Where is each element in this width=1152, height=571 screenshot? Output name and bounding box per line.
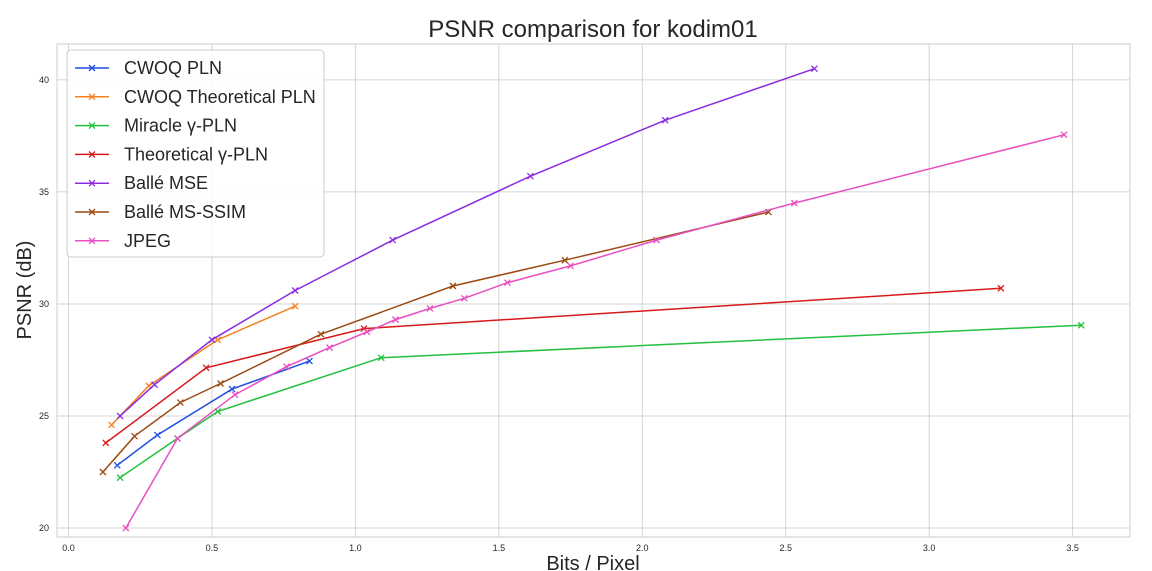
legend-marker: [88, 64, 96, 72]
data-point-jpeg: [231, 391, 239, 399]
data-point-jpeg: [1060, 131, 1068, 139]
data-point-miracle-pln: [1077, 321, 1085, 329]
legend-label: CWOQ Theoretical PLN: [124, 87, 316, 107]
legend-item-cwoq-pln: CWOQ PLN: [75, 58, 222, 78]
data-point-jpeg: [363, 328, 371, 336]
legend-label: CWOQ PLN: [124, 58, 222, 78]
data-point-balle-mse: [526, 172, 534, 180]
x-tick-labels: 0.0 0.5 1.0 1.5 2.0 2.5 3.0 3.5: [62, 543, 1079, 553]
data-point-miracle-pln: [377, 354, 385, 362]
legend-label: Ballé MS-SSIM: [124, 202, 246, 222]
data-point-theoretical-pln: [997, 284, 1005, 292]
data-point-cwoq-pln: [306, 357, 313, 365]
data-point-balle-mse: [661, 116, 669, 124]
legend-marker: [88, 208, 96, 216]
x-tick-label: 2.0: [636, 543, 649, 553]
legend-label: Ballé MSE: [124, 173, 208, 193]
x-axis-title: Bits / Pixel: [546, 553, 639, 571]
data-point-balle-ms-ssim: [449, 282, 457, 290]
data-point-balle-ms-ssim: [176, 399, 184, 407]
legend-item-balle-ms-ssim: Ballé MS-SSIM: [75, 202, 246, 222]
legend-marker: [88, 237, 96, 245]
y-tick-labels: 20 25 30 35 40: [39, 75, 49, 533]
data-point-balle-ms-ssim: [217, 380, 224, 387]
series-balle-mse: [116, 65, 818, 420]
series-lines: [99, 65, 1085, 532]
legend-box: [66, 49, 325, 258]
y-axis-title: PSNR (dB): [14, 241, 36, 340]
data-point-balle-mse: [116, 412, 124, 420]
data-point-theoretical-pln: [202, 364, 210, 372]
data-point-balle-ms-ssim: [131, 432, 138, 440]
data-point-cwoq-theoretical-pln: [291, 302, 299, 310]
x-tick-label: 0.5: [206, 543, 219, 553]
data-point-jpeg: [174, 434, 181, 442]
legend-marker: [88, 150, 96, 158]
y-tick-label: 20: [39, 523, 49, 533]
data-point-jpeg: [426, 304, 434, 312]
data-point-jpeg: [653, 236, 661, 244]
data-point-balle-mse: [208, 336, 216, 344]
data-point-jpeg: [790, 199, 798, 207]
data-point-balle-ms-ssim: [561, 256, 569, 264]
data-point-jpeg: [460, 294, 468, 302]
legend-item-cwoq-theoretical-pln: CWOQ Theoretical PLN: [75, 87, 316, 107]
x-tick-label: 1.0: [349, 543, 362, 553]
data-point-jpeg: [326, 344, 334, 352]
data-point-cwoq-pln: [153, 431, 161, 439]
data-point-jpeg: [503, 279, 511, 287]
data-point-cwoq-theoretical-pln: [108, 421, 115, 429]
legend-label: JPEG: [124, 231, 171, 251]
legend-item-miracle-pln: Miracle γ-PLN: [75, 116, 237, 136]
data-point-balle-ms-ssim: [317, 330, 325, 338]
y-tick-label: 30: [39, 299, 49, 309]
y-tick-label: 40: [39, 75, 49, 85]
legend-label: Theoretical γ-PLN: [124, 144, 268, 164]
x-tick-label: 1.5: [493, 543, 506, 553]
data-point-jpeg: [122, 524, 130, 532]
x-tick-label: 3.0: [923, 543, 936, 553]
data-point-miracle-pln: [116, 474, 124, 482]
data-point-cwoq-pln: [113, 461, 121, 469]
series-line-jpeg: [125, 134, 1065, 529]
data-point-balle-mse: [151, 381, 159, 389]
data-point-balle-mse: [291, 287, 299, 294]
series-line-theoretical-pln: [105, 287, 1001, 444]
legend-item-theoretical-pln: Theoretical γ-PLN: [75, 144, 268, 164]
x-tick-label: 2.5: [779, 543, 792, 553]
series-line-balle-ms-ssim: [102, 211, 769, 473]
legend-item-balle-mse: Ballé MSE: [75, 173, 208, 193]
legend-label: Miracle γ-PLN: [124, 116, 237, 136]
data-point-jpeg: [283, 363, 290, 371]
series-line-balle-mse: [119, 67, 815, 417]
data-point-cwoq-pln: [228, 385, 236, 393]
x-tick-label: 3.5: [1066, 543, 1079, 553]
data-point-balle-mse: [810, 65, 818, 73]
data-point-jpeg: [392, 316, 399, 324]
legend: CWOQ PLN CWOQ Theoretical PLN Miracle γ-PL…: [66, 49, 325, 258]
legend-marker: [88, 179, 96, 187]
y-tick-label: 35: [39, 187, 49, 197]
x-tick-label: 0.0: [62, 543, 75, 553]
data-point-balle-ms-ssim: [99, 468, 107, 476]
legend-item-jpeg: JPEG: [75, 231, 171, 251]
y-tick-label: 25: [39, 411, 49, 421]
legend-marker: [88, 93, 96, 101]
series-jpeg: [122, 131, 1068, 532]
data-point-theoretical-pln: [102, 439, 110, 447]
legend-marker: [88, 122, 96, 130]
data-point-jpeg: [567, 262, 575, 270]
chart-title: PSNR comparison for kodim01: [428, 16, 757, 43]
data-point-balle-mse: [389, 236, 397, 244]
